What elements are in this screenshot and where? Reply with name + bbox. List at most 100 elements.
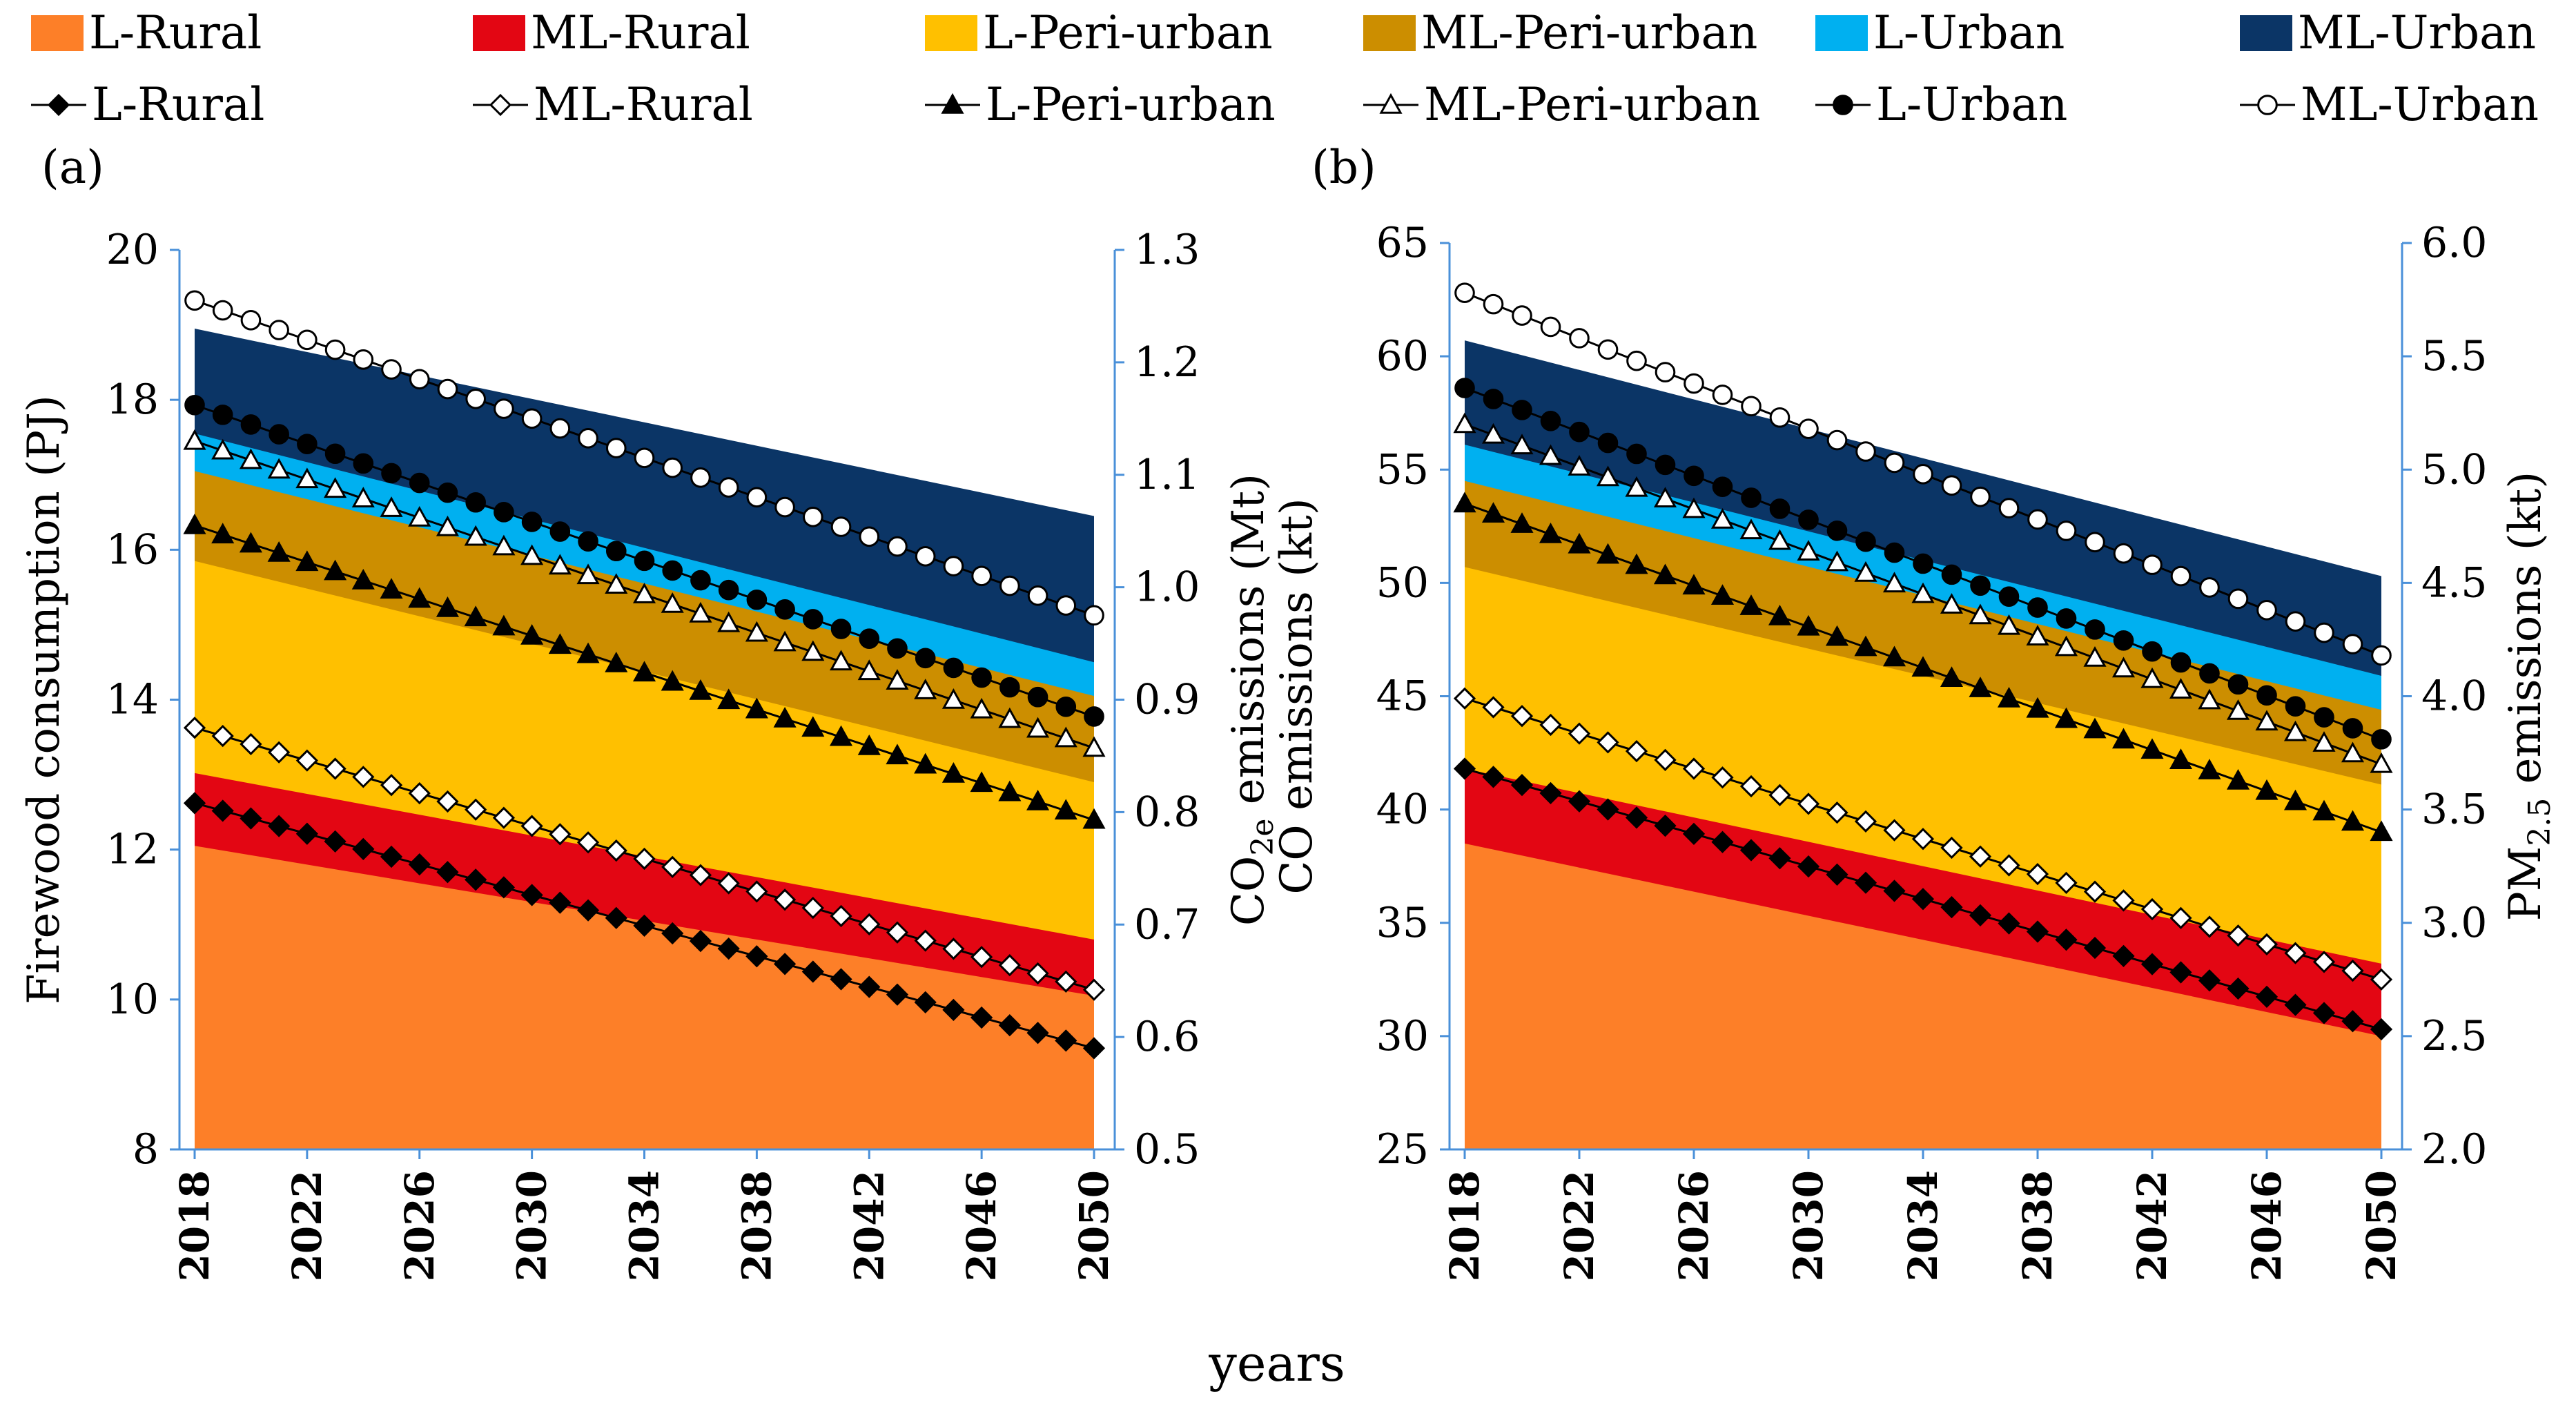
series-point: [436, 515, 460, 536]
series-point: [971, 667, 992, 688]
series-ml-urban-1: [1454, 282, 2392, 666]
series-point: [2054, 635, 2078, 657]
series-point: [1970, 575, 1991, 596]
left-tick-label: 18: [106, 376, 159, 424]
legend-line-label-2: L-Peri-urban: [986, 78, 1276, 131]
series-point: [970, 1006, 993, 1029]
series-point: [887, 638, 908, 659]
series-ml-rural-1: [1453, 687, 2393, 991]
legend-line-marker-2: [941, 93, 964, 114]
left-tick-label: 45: [1376, 672, 1429, 721]
series-point: [605, 438, 627, 458]
series-point: [1054, 726, 1077, 748]
series-point: [2083, 936, 2107, 960]
series-point: [2056, 608, 2077, 629]
series-point: [886, 744, 909, 765]
x-tick-label: 2034: [1900, 1170, 1946, 1281]
series-point: [492, 876, 516, 899]
series-point: [858, 975, 881, 998]
series-point: [914, 752, 937, 774]
series-point: [745, 945, 768, 968]
series-point: [437, 378, 458, 400]
left-tick-label: 12: [106, 826, 159, 874]
legend-area-swatch-2: [925, 15, 977, 51]
series-point: [915, 546, 936, 567]
series-point: [773, 630, 797, 652]
series-point: [717, 872, 740, 895]
series-point: [1512, 400, 1532, 420]
series-point: [1568, 532, 1591, 554]
legend-line-marker-5: [2257, 95, 2278, 115]
series-point: [1540, 316, 1561, 338]
right-tick-label: 0.7: [1134, 900, 1200, 949]
x-tick-label: 2022: [1556, 1170, 1603, 1281]
series-point: [1797, 855, 1820, 878]
right-tick-label: 6.0: [2421, 219, 2487, 267]
series-point: [1682, 574, 1706, 595]
right-tick-label: 1.1: [1134, 451, 1200, 499]
right-tick-label: 0.6: [1134, 1013, 1200, 1061]
legend-line-marker-0: [47, 93, 70, 117]
series-point: [436, 596, 460, 617]
legend-area-label-2: L-Peri-urban: [983, 6, 1273, 59]
series-point: [1055, 697, 1077, 717]
series-point: [465, 492, 486, 513]
series-point: [2312, 731, 2336, 752]
series-point: [239, 448, 262, 469]
series-point: [1940, 895, 1963, 919]
series-point: [942, 937, 965, 960]
series-point: [2283, 789, 2307, 810]
series-point: [1969, 904, 1992, 926]
legend-line-label-5: ML-Urban: [2301, 78, 2539, 131]
series-point: [183, 513, 206, 534]
series-point: [2341, 1010, 2364, 1033]
series-point: [1082, 808, 1106, 829]
series-point: [1510, 434, 1534, 455]
series-point: [2140, 953, 2164, 975]
series-point: [2255, 779, 2279, 800]
series-point: [183, 717, 206, 739]
series-point: [1082, 736, 1106, 757]
series-point: [1483, 293, 1504, 315]
series-point: [773, 888, 797, 911]
series-point: [2140, 738, 2164, 759]
series-point: [352, 837, 375, 861]
series-point: [803, 507, 823, 527]
series-point: [1797, 540, 1820, 561]
panel-label: (a): [41, 141, 104, 194]
series-point: [2198, 969, 2221, 992]
right-tick-label: 3.0: [2421, 899, 2487, 947]
x-tick-label: 2038: [733, 1170, 780, 1281]
series-point: [521, 408, 543, 429]
series-point: [689, 864, 712, 886]
right-tick-label: 1.0: [1134, 563, 1200, 612]
series-point: [718, 579, 739, 601]
left-tick-label: 35: [1376, 899, 1429, 947]
series-point: [2113, 630, 2134, 651]
left-tick-label: 40: [1376, 786, 1429, 834]
series-point: [745, 697, 768, 719]
series-point: [661, 855, 684, 878]
series-point: [520, 815, 543, 837]
series-point: [634, 447, 655, 469]
series-point: [549, 521, 571, 542]
series-point: [1998, 586, 2020, 607]
series-point: [2111, 728, 2136, 749]
series-point: [240, 732, 262, 756]
series-point: [1453, 492, 1476, 513]
series-point: [2111, 657, 2136, 678]
right-tick-label: 1.3: [1134, 226, 1200, 274]
series-point: [578, 531, 598, 552]
series-point: [2226, 699, 2250, 720]
series-point: [2199, 577, 2220, 598]
series-point: [1625, 806, 1648, 829]
series-point: [1654, 814, 1677, 837]
series-point: [998, 1014, 1021, 1037]
series-point: [1913, 553, 1933, 574]
series-point: [1568, 455, 1591, 476]
series-point: [1797, 793, 1820, 815]
series-point: [745, 621, 768, 642]
series-l-rural-1: [1453, 757, 2393, 1041]
series-point: [2055, 871, 2078, 895]
series-point: [1055, 970, 1077, 993]
